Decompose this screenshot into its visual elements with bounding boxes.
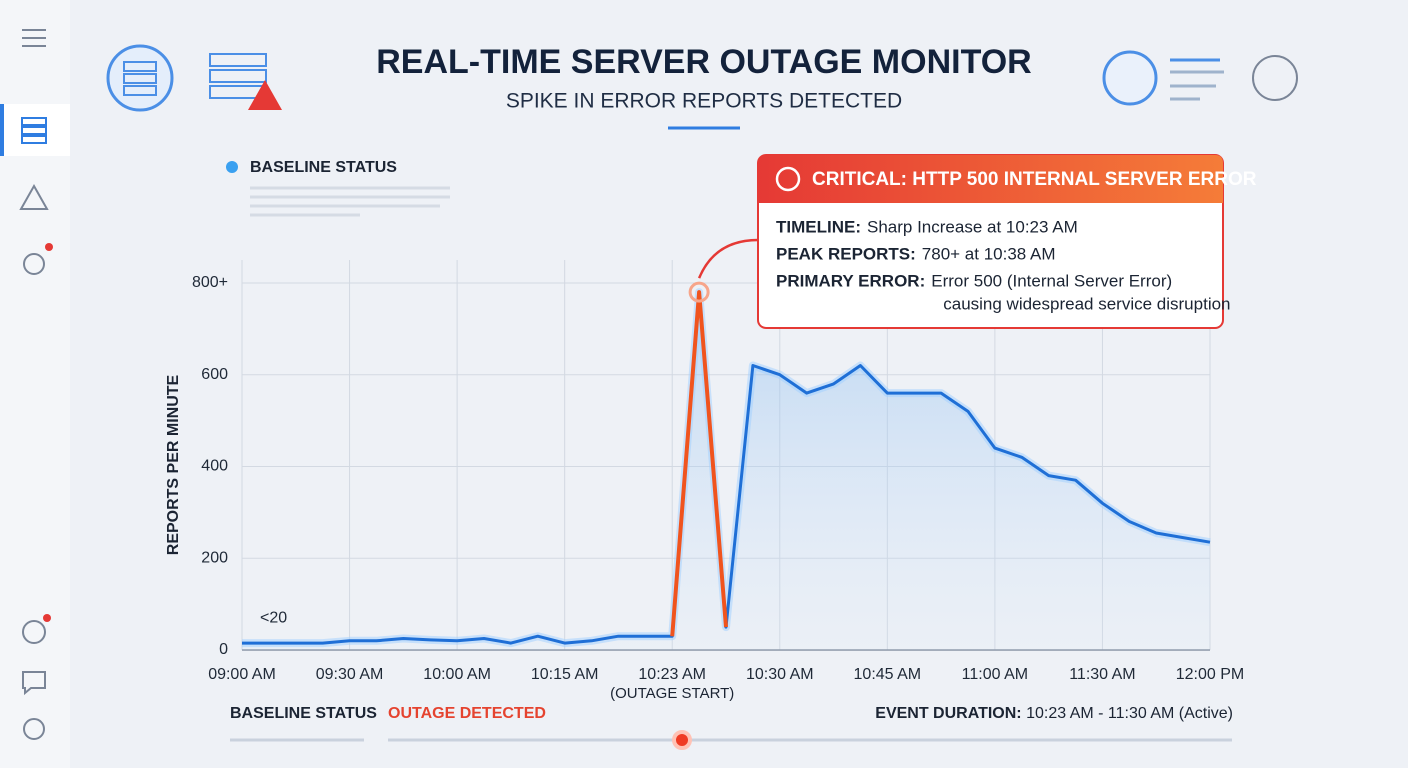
annotation-low: <20 (260, 609, 287, 626)
alert-header (758, 155, 1223, 203)
x-tick-label: 10:30 AM (746, 666, 814, 683)
alert-value: 780+ at 10:38 AM (922, 244, 1056, 263)
x-tick-label: 10:00 AM (423, 666, 491, 683)
alert-icon[interactable] (19, 183, 49, 210)
x-tick-label: 11:30 AM (1069, 666, 1135, 683)
x-tick-label: 09:30 AM (316, 666, 384, 683)
peak-marker (688, 281, 710, 303)
y-tick-label: 0 (219, 641, 228, 658)
notification-dot (43, 614, 51, 622)
placeholder-lines (250, 186, 450, 217)
notification-dot (45, 243, 53, 251)
area (242, 292, 1210, 650)
duration-label: EVENT DURATION: (875, 705, 1021, 722)
status-dot (226, 161, 238, 173)
lines-icon (1170, 58, 1224, 101)
settings-icon[interactable] (23, 718, 45, 740)
settings-icon[interactable] (23, 253, 45, 275)
y-tick-label: 800+ (192, 274, 228, 291)
alert-label: PEAK REPORTS: (776, 244, 916, 263)
x-tick-label: 10:15 AM (531, 666, 599, 683)
title: REAL-TIME SERVER OUTAGE MONITOR (376, 43, 1031, 81)
x-tick-label: 12:00 PM (1176, 666, 1244, 683)
x-tick-label: 10:23 AM (638, 666, 706, 683)
chart: 0 200 400 600 800+ 09:00 AM 09:30 AM 10:00 AM 10… (165, 154, 1257, 702)
footer-duration: EVENT DURATION: 10:23 AM - 11:30 AM (Act… (875, 705, 1233, 722)
y-tick-label: 600 (201, 366, 228, 383)
alert-label: TIMELINE: (776, 217, 861, 236)
chat-icon[interactable] (22, 671, 46, 696)
alert-value: Sharp Increase at 10:23 AM (867, 217, 1078, 236)
x-tick-label: 10:45 AM (854, 666, 922, 683)
warning-icon (248, 80, 282, 110)
active-indicator (0, 104, 4, 156)
subtitle: SPIKE IN ERROR REPORTS DETECTED (506, 90, 902, 113)
timeline-handle[interactable] (672, 730, 692, 750)
duration-value: 10:23 AM - 11:30 AM (Active) (1026, 705, 1233, 722)
y-tick-label: 400 (201, 458, 228, 475)
footer-baseline: BASELINE STATUS (230, 705, 377, 722)
alert-arrow (697, 238, 759, 279)
active-tab[interactable] (0, 104, 70, 156)
stats-icon (1102, 50, 1158, 106)
alert-title: CRITICAL: HTTP 500 INTERNAL SERVER ERROR (812, 169, 1257, 190)
servers-icon[interactable] (21, 117, 47, 144)
globe-icon (1252, 55, 1298, 101)
y-axis-label: REPORTS PER MINUTE (165, 374, 182, 555)
annotation-outage: (OUTAGE START) (610, 685, 734, 702)
server-badge (106, 44, 174, 112)
status-legend: BASELINE STATUS (250, 159, 397, 176)
x-tick-label: 11:00 AM (962, 666, 1028, 683)
spike-line (670, 290, 728, 637)
alert-label: PRIMARY ERROR: (776, 271, 925, 290)
data-line (242, 290, 1211, 645)
x-tick-label: 09:00 AM (208, 666, 276, 683)
y-tick-label: 200 (201, 549, 228, 566)
info-icon[interactable] (22, 620, 46, 644)
footer-outage: OUTAGE DETECTED (388, 705, 546, 722)
alert-value: causing widespread service disruption (943, 294, 1230, 313)
alert-icon (775, 166, 801, 192)
menu-icon[interactable] (22, 29, 46, 47)
alert-value: Error 500 (Internal Server Error) (931, 271, 1172, 290)
